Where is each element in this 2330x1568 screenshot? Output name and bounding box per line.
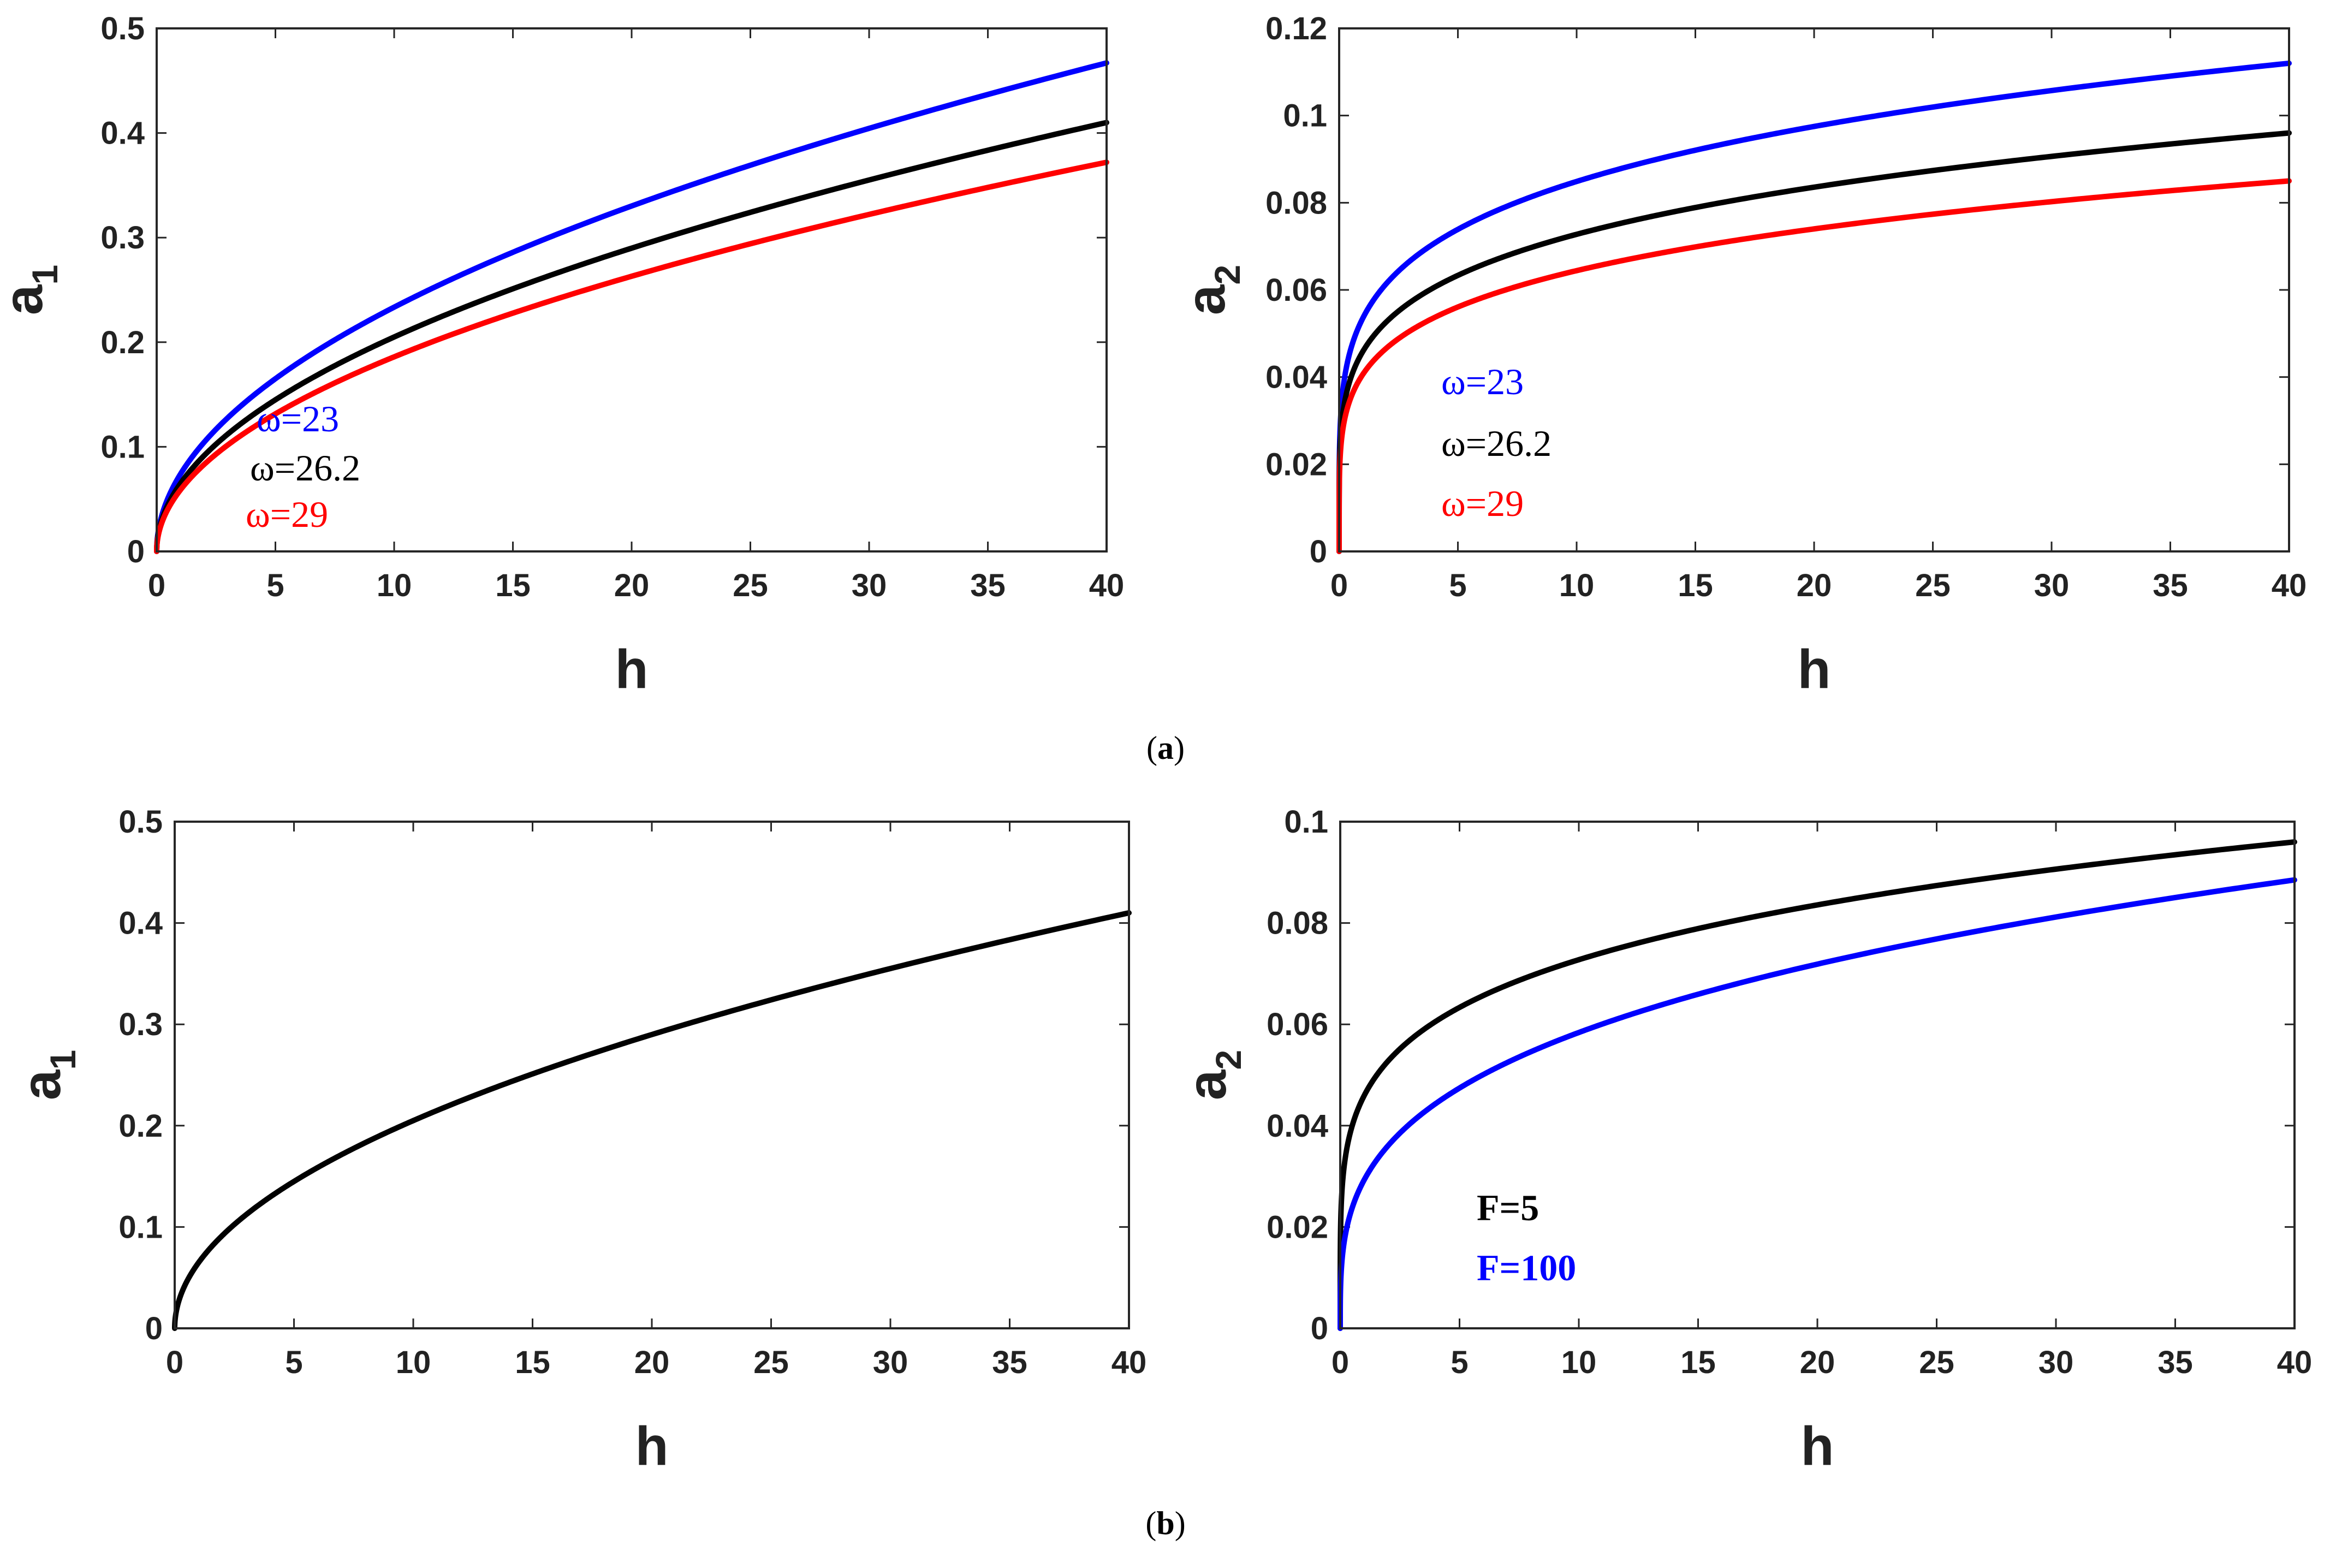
- y-tick-label: 0.02: [1265, 447, 1327, 482]
- y-tick-label: 0.12: [1265, 11, 1327, 46]
- y-tick-label: 0.3: [100, 220, 145, 256]
- x-tick-label: 10: [396, 1345, 431, 1380]
- x-tick-label: 5: [1451, 1345, 1468, 1380]
- plot-area-frame: [174, 821, 1130, 1329]
- x-axis-label: h: [615, 639, 648, 700]
- y-tick-label: 0.1: [1284, 804, 1328, 840]
- x-tick-label: 15: [1678, 568, 1713, 603]
- x-tick-label: 0: [1330, 568, 1348, 603]
- x-tick-label: 40: [2272, 568, 2307, 603]
- y-axis-label: a1: [11, 1050, 83, 1100]
- y-tick-label: 0.1: [1283, 98, 1327, 134]
- y-tick-label: 0.4: [100, 116, 145, 151]
- x-tick-label: 25: [733, 568, 768, 603]
- x-tick-label: 15: [515, 1345, 550, 1380]
- x-tick-label: 15: [495, 568, 531, 603]
- x-tick-label: 0: [1332, 1345, 1349, 1380]
- x-tick-label: 5: [285, 1345, 302, 1380]
- x-axis-label: h: [635, 1416, 668, 1477]
- chart-panel-a-left: 0 5 10 15 20 25 30 35 40 0 0.1 0.2 0.3 0.4 0.5 h a1 ω=23 ω…: [0, 11, 1124, 700]
- x-tick-label: 10: [377, 568, 412, 603]
- x-tick-label: 0: [148, 568, 165, 603]
- legend-entry: ω=26.2: [250, 447, 360, 489]
- x-tick-label: 25: [1919, 1345, 1954, 1380]
- x-tick-label: 20: [634, 1345, 670, 1380]
- y-tick-label: 0: [145, 1311, 163, 1346]
- x-tick-label: 15: [1680, 1345, 1716, 1380]
- x-tick-label: 30: [852, 568, 887, 603]
- x-tick-label: 20: [614, 568, 650, 603]
- y-tick-label: 0.2: [118, 1108, 163, 1144]
- y-tick-label: 0.3: [118, 1007, 163, 1042]
- y-tick-label: 0.08: [1267, 906, 1328, 941]
- y-tick-label: 0.1: [100, 429, 145, 465]
- x-tick-label: 35: [992, 1345, 1027, 1380]
- panel-caption-b: (b): [1145, 1505, 1185, 1541]
- x-tick-label: 40: [1089, 568, 1125, 603]
- legend-entry: ω=29: [246, 494, 328, 535]
- panel-caption-a: (a): [1146, 730, 1185, 766]
- y-tick-label: 0.4: [118, 906, 163, 941]
- plot-area-frame: [1339, 821, 2296, 1329]
- y-tick-label: 0: [127, 534, 145, 569]
- y-tick-label: 0.1: [118, 1209, 163, 1245]
- x-tick-label: 20: [1800, 1345, 1835, 1380]
- y-tick-label: 0.04: [1267, 1108, 1328, 1144]
- y-tick-label: 0: [1311, 1311, 1328, 1346]
- x-tick-label: 30: [873, 1345, 908, 1380]
- legend-entry: F=5: [1477, 1187, 1539, 1228]
- x-axis-label: h: [1800, 1416, 1834, 1477]
- legend-entry: F=100: [1477, 1247, 1576, 1288]
- x-tick-label: 30: [2038, 1345, 2074, 1380]
- y-tick-label: 0.06: [1267, 1007, 1328, 1042]
- legend-entry: ω=26.2: [1441, 423, 1552, 464]
- x-tick-label: 10: [1559, 568, 1595, 603]
- y-tick-label: 0.04: [1265, 360, 1327, 395]
- y-tick-label: 0.06: [1265, 272, 1327, 308]
- y-axis-label: a1: [0, 265, 65, 315]
- plot-area-frame: [1338, 27, 2290, 553]
- series-line-1: [1336, 60, 2292, 554]
- series-line-2: [1336, 130, 2292, 554]
- y-tick-label: 0.2: [100, 325, 145, 360]
- series-line-1: [1338, 839, 2297, 1331]
- series-line-3: [1336, 178, 2292, 554]
- x-tick-label: 5: [1449, 568, 1466, 603]
- x-tick-label: 40: [2277, 1345, 2313, 1380]
- y-tick-label: 0.02: [1267, 1209, 1328, 1245]
- chart-panel-b-left: 0 5 10 15 20 25 30 35 40 0 0.1 0.2 0.3 0.4 0.5 h a1: [11, 804, 1146, 1477]
- x-tick-label: 10: [1561, 1345, 1597, 1380]
- y-tick-label: 0.08: [1265, 185, 1327, 221]
- y-tick-label: 0: [1310, 534, 1327, 569]
- series-line-3: [154, 159, 1109, 554]
- y-tick-label: 0.5: [100, 11, 145, 46]
- x-tick-label: 25: [1915, 568, 1951, 603]
- x-tick-label: 25: [753, 1345, 789, 1380]
- x-tick-label: 35: [970, 568, 1006, 603]
- x-tick-label: 20: [1797, 568, 1832, 603]
- x-tick-label: 35: [2157, 1345, 2193, 1380]
- x-axis-label: h: [1797, 639, 1830, 700]
- plot-area-frame: [156, 27, 1108, 553]
- x-tick-label: 35: [2153, 568, 2188, 603]
- x-tick-label: 0: [166, 1345, 183, 1380]
- y-tick-label: 0.5: [118, 804, 163, 840]
- x-tick-label: 5: [266, 568, 284, 603]
- x-tick-label: 40: [1111, 1345, 1147, 1380]
- series-line-1: [172, 910, 1132, 1331]
- legend-entry: ω=23: [1441, 361, 1524, 402]
- legend-entry: ω=23: [257, 398, 339, 439]
- series-line-2: [1338, 877, 2297, 1331]
- x-tick-label: 30: [2034, 568, 2070, 603]
- chart-panel-b-right: 0 5 10 15 20 25 30 35 40 0 0.02 0.04 0.06 0.08 0.1 h a2 F…: [1176, 804, 2312, 1477]
- y-axis-label: a2: [1176, 1050, 1249, 1100]
- legend-entry: ω=29: [1441, 483, 1524, 524]
- chart-panel-a-right: 0 5 10 15 20 25 30 35 40 0 0.02 0.04 0.06 0.08 0.1 0.12…: [1175, 11, 2307, 700]
- y-axis-label: a2: [1175, 265, 1247, 315]
